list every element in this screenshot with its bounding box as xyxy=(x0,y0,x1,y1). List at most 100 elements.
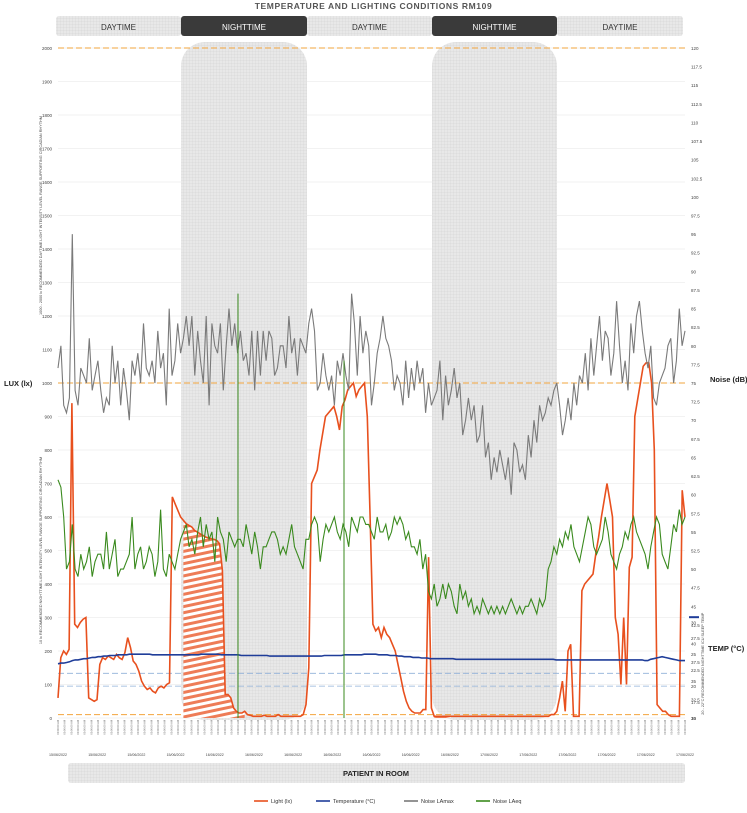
x-tick-label: 00:00:00 AM xyxy=(136,720,140,735)
x-tick-label: 00:00:00 AM xyxy=(276,720,280,735)
lux-tick-label: 100 xyxy=(44,683,52,688)
noise-tick-label: 107.5 xyxy=(691,139,703,144)
noise-tick-label: 35 xyxy=(691,679,697,684)
date-label: 17/06/2022 xyxy=(558,753,576,757)
x-tick-label: 00:00:00 AM xyxy=(463,720,467,735)
light-series-line xyxy=(57,362,686,718)
date-label: 16/06/2022 xyxy=(323,753,341,757)
noise-axis-label: Noise (dB) xyxy=(710,375,747,384)
x-tick-label: 00:00:00 AM xyxy=(650,720,654,735)
x-tick-label: 00:00:00 AM xyxy=(616,720,620,735)
x-tick-label: 00:00:00 AM xyxy=(176,720,180,735)
x-tick-label: 00:00:00 AM xyxy=(543,720,547,735)
noise-lamax-series-line xyxy=(57,234,686,495)
lux-axis-label: LUX (lx) xyxy=(4,379,33,388)
x-tick-label: 00:00:00 AM xyxy=(156,720,160,735)
noise-tick-label: 32.5 xyxy=(691,697,700,702)
x-tick-label: 00:00:00 AM xyxy=(410,720,414,735)
x-tick-label: 00:00:00 AM xyxy=(116,720,120,735)
x-tick-label: 00:00:00 AM xyxy=(656,720,660,735)
noise-tick-label: 115 xyxy=(691,83,699,88)
x-tick-label: 00:00:00 AM xyxy=(169,720,173,735)
noise-tick-label: 85 xyxy=(691,307,697,312)
x-tick-label: 00:00:00 AM xyxy=(309,720,313,735)
temp-tick-label: 17.5 xyxy=(691,700,700,705)
x-tick-label: 00:00:00 AM xyxy=(216,720,220,735)
legend-label: Noise LAmax xyxy=(421,799,454,805)
period-header xyxy=(307,16,432,36)
temp-tick-label: 25 xyxy=(691,652,697,657)
date-label: 17/06/2022 xyxy=(519,753,537,757)
noise-tick-label: 92.5 xyxy=(691,251,700,256)
x-tick-label: 00:00:00 AM xyxy=(576,720,580,735)
date-label: 16/06/2022 xyxy=(441,753,459,757)
x-tick-label: 00:00:00 AM xyxy=(129,720,133,735)
x-tick-label: 00:00:00 AM xyxy=(103,720,107,735)
x-tick-label: 00:00:00 AM xyxy=(436,720,440,735)
lux-tick-label: 500 xyxy=(44,549,52,554)
chart-title: TEMPERATURE AND LIGHTING CONDITIONS RM10… xyxy=(254,1,493,11)
x-tick-label: 00:00:00 AM xyxy=(149,720,153,735)
x-tick-label: 00:00:00 AM xyxy=(89,720,93,735)
x-tick-label: 00:00:00 AM xyxy=(430,720,434,735)
x-tick-label: 00:00:00 AM xyxy=(343,720,347,735)
x-tick-label: 00:00:00 AM xyxy=(243,720,247,735)
x-tick-label: 00:00:00 AM xyxy=(563,720,567,735)
x-tick-label: 00:00:00 AM xyxy=(236,720,240,735)
noise-tick-label: 67.5 xyxy=(691,437,700,442)
x-tick-label: 00:00:00 AM xyxy=(423,720,427,735)
x-tick-label: 00:00:00 AM xyxy=(269,720,273,735)
x-tick-label: 00:00:00 AM xyxy=(636,720,640,735)
x-tick-label: 00:00:00 AM xyxy=(583,720,587,735)
noise-tick-label: 72.5 xyxy=(691,400,700,405)
noise-tick-label: 112.5 xyxy=(691,102,702,107)
lux-tick-label: 1800 xyxy=(42,113,53,118)
period-label: DAYTIME xyxy=(101,23,136,32)
lux-tick-label: 1900 xyxy=(42,80,53,85)
x-tick-label: 00:00:00 AM xyxy=(570,720,574,735)
noise-tick-label: 37.5 xyxy=(691,660,700,665)
x-tick-label: 00:00:00 AM xyxy=(196,720,200,735)
period-label: NIGHTTIME xyxy=(222,23,266,32)
period-label: DAYTIME xyxy=(352,23,387,32)
x-tick-label: 00:00:00 AM xyxy=(456,720,460,735)
x-tick-label: 00:00:00 AM xyxy=(416,720,420,735)
date-label: 15/06/2022 xyxy=(88,753,106,757)
noise-tick-label: 57.5 xyxy=(691,511,700,516)
noise-tick-label: 95 xyxy=(691,232,697,237)
lux-tick-label: 1000 xyxy=(42,381,53,386)
x-tick-label: 00:00:00 AM xyxy=(663,720,667,735)
night-shade xyxy=(432,42,557,720)
date-label: 17/06/2022 xyxy=(480,753,498,757)
lux-tick-label: 2000 xyxy=(42,46,53,51)
x-tick-label: 00:00:00 AM xyxy=(63,720,67,735)
noise-tick-label: 40 xyxy=(691,642,697,647)
patient-band-label: PATIENT IN ROOM xyxy=(343,769,409,778)
date-label: 15/06/2022 xyxy=(49,753,67,757)
x-tick-label: 00:00:00 AM xyxy=(676,720,680,735)
lux-tick-label: 1600 xyxy=(42,180,53,185)
x-tick-label: 00:00:00 AM xyxy=(470,720,474,735)
x-tick-label: 00:00:00 AM xyxy=(109,720,113,735)
x-tick-label: 00:00:00 AM xyxy=(390,720,394,735)
lux-tick-label: 0 xyxy=(49,716,52,721)
x-tick-label: 00:00:00 AM xyxy=(496,720,500,735)
x-tick-label: 00:00:00 AM xyxy=(590,720,594,735)
x-tick-label: 00:00:00 AM xyxy=(303,720,307,735)
temp-tick-label: 20 xyxy=(691,684,697,689)
temp-tick-label: 30 xyxy=(691,620,697,625)
x-tick-label: 00:00:00 AM xyxy=(203,720,207,735)
x-tick-label: 00:00:00 AM xyxy=(403,720,407,735)
noise-tick-label: 105 xyxy=(691,158,699,163)
x-tick-label: 00:00:00 AM xyxy=(556,720,560,735)
lux-tick-label: 600 xyxy=(44,515,52,520)
daytime-range-note: 1000 - 2000 lx RECOMMENDED DAYTIME LIGHT… xyxy=(39,116,43,315)
x-tick-label: 00:00:00 AM xyxy=(189,720,193,735)
x-tick-label: 00:00:00 AM xyxy=(163,720,167,735)
x-tick-label: 00:00:00 AM xyxy=(336,720,340,735)
noise-tick-label: 77.5 xyxy=(691,362,700,367)
x-tick-label: 00:00:00 AM xyxy=(610,720,614,735)
x-tick-label: 00:00:00 AM xyxy=(263,720,267,735)
x-tick-label: 00:00:00 AM xyxy=(476,720,480,735)
